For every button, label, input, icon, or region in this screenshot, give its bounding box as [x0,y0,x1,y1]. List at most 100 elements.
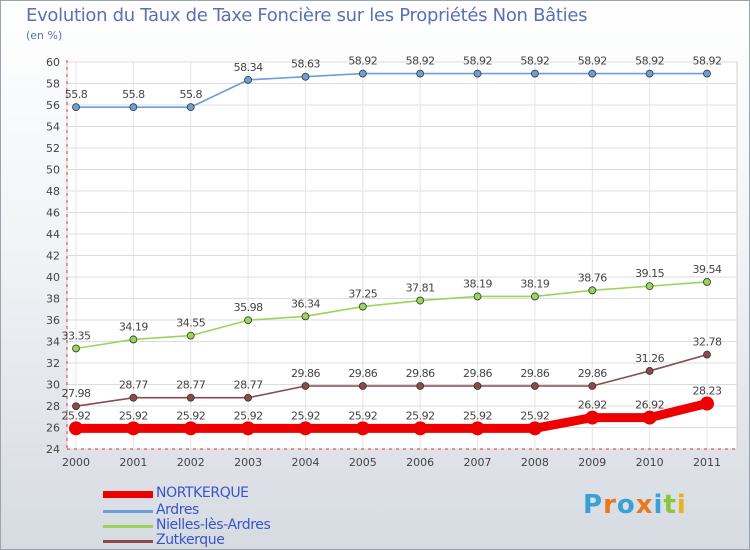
y-tick-label: 38 [46,293,60,306]
y-axis-unit: (en %) [26,29,63,42]
y-tick-label: 26 [46,422,60,435]
y-tick-label: 46 [46,207,60,220]
data-point [527,421,542,436]
y-tick-label: 34 [46,336,60,349]
data-point [358,302,367,311]
data-label: 38.76 [578,271,607,284]
data-point [416,382,425,390]
x-tick-label: 2007 [464,456,492,469]
legend-swatch [103,510,153,513]
data-point [72,103,80,112]
data-point [645,367,654,375]
data-point [531,292,539,301]
data-label: 29.86 [463,367,492,380]
logo-letter: o [616,490,636,520]
data-point [298,421,313,436]
data-label: 25.92 [62,409,91,422]
data-label: 55.8 [65,88,88,101]
data-point [700,396,714,411]
series-nortkerque: 25.92 25.92 25.92 25.92 25.92 25.92 25.92 25.92… [62,385,722,436]
y-tick-label: 50 [46,164,60,177]
data-label: 35.98 [234,301,263,314]
data-label: 58.92 [406,55,435,68]
data-point [301,72,310,81]
x-tick-label: 2003 [234,456,262,469]
data-label: 25.92 [119,409,148,422]
data-label: 26.92 [635,399,664,412]
data-label: 29.86 [291,367,320,380]
data-label: 33.35 [62,329,91,342]
x-tick-label: 2006 [406,456,434,469]
data-label: 39.15 [635,267,664,280]
data-label: 27.98 [62,387,91,400]
y-tick-label: 32 [46,357,60,370]
logo-letter: x [635,490,654,520]
legend-label: Zutkerque [156,532,225,548]
x-tick-label: 2005 [349,456,377,469]
series-line [75,72,708,108]
x-tick-label: 2002 [177,456,205,469]
data-label: 28.23 [693,385,722,398]
data-label: 28.77 [176,379,205,392]
legend-swatch [103,540,153,543]
y-tick-label: 42 [46,250,60,263]
legend-label: NORTKERQUE [156,485,249,501]
data-point [72,402,80,411]
data-label: 58.92 [520,55,549,68]
y-tick-label: 28 [46,400,60,413]
data-point [183,421,198,436]
logo-letter: i [676,490,687,520]
series-ardres: 55.8 55.8 55.8 58.34 58.63 58.92 58.92 58.92 58.… [65,55,722,112]
y-tick-label: 60 [46,56,60,69]
proxiti-logo: Proxiti [583,490,687,520]
data-label: 55.8 [179,88,202,101]
data-label: 28.77 [234,379,263,392]
data-label: 34.19 [119,320,148,333]
logo-letter: t [663,490,677,520]
y-tick-label: 56 [46,99,60,112]
data-point [531,69,539,78]
data-point [645,282,654,291]
data-point [416,296,425,305]
data-label: 25.92 [463,409,492,422]
x-tick-label: 2001 [119,456,147,469]
series-nielles-l-s-ardres: 33.35 34.19 34.55 35.98 36.34 37.25 37.81 38.19… [62,263,722,353]
data-label: 38.19 [520,277,549,290]
data-point [470,421,485,436]
data-label: 25.92 [234,409,263,422]
data-point [126,421,141,436]
data-label: 25.92 [406,409,435,422]
data-point [645,69,654,78]
data-label: 29.86 [348,367,377,380]
data-point [703,350,711,359]
data-label: 32.78 [693,336,722,349]
data-point [69,421,83,436]
series-line [75,281,708,350]
data-label: 26.92 [578,399,607,412]
data-label: 37.25 [348,288,377,301]
data-label: 58.92 [635,55,664,68]
y-tick-label: 24 [46,443,60,456]
data-point [413,421,428,436]
data-point [473,292,482,301]
data-label: 29.86 [578,367,607,380]
data-point [186,393,195,402]
data-point [301,382,310,390]
y-tick-label: 54 [46,121,60,134]
data-point [241,421,256,436]
data-point [358,69,367,78]
legend-swatch [103,525,153,528]
x-tick-label: 2008 [521,456,549,469]
data-point [588,286,597,295]
data-point [355,421,370,436]
data-label: 58.92 [693,55,722,68]
data-label: 58.63 [291,58,320,71]
data-label: 38.19 [463,277,492,290]
data-point [703,69,711,78]
data-label: 55.8 [122,88,145,101]
data-label: 36.34 [291,297,320,310]
y-tick-label: 48 [46,185,60,198]
data-label: 39.54 [693,263,722,276]
data-label: 31.26 [635,352,664,365]
